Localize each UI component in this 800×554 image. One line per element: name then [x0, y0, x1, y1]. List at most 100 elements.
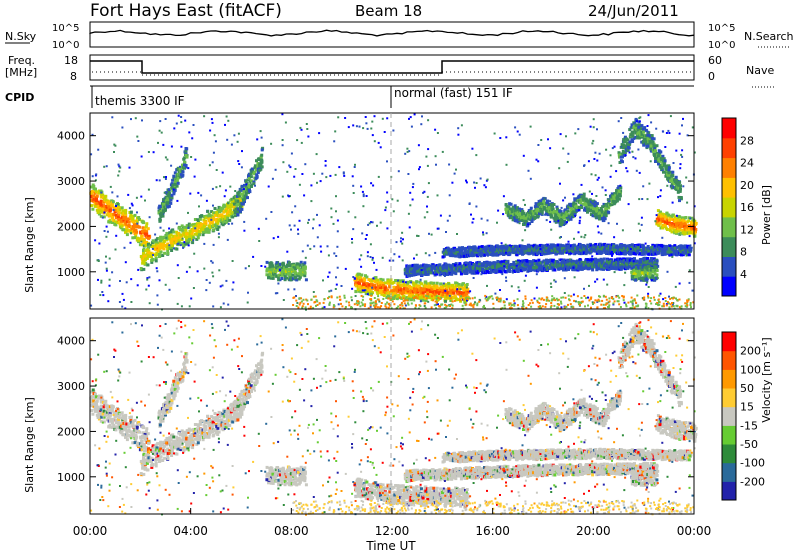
power-cell [248, 190, 251, 193]
power-cell [147, 227, 150, 230]
power-cell [191, 241, 194, 244]
power-cell [134, 214, 137, 217]
power-cell [591, 268, 594, 271]
power-cell [607, 211, 610, 214]
power-cell [454, 272, 457, 275]
power-cell [138, 226, 141, 229]
power-cell [465, 292, 468, 295]
power-cell [172, 231, 175, 234]
power-cell [236, 200, 239, 203]
power-cell [212, 218, 215, 221]
power-cell [145, 222, 148, 225]
power-cell [181, 174, 184, 177]
power-cell [461, 283, 464, 286]
power-cell [213, 211, 216, 214]
power-cell [111, 204, 114, 207]
power-cell [464, 247, 467, 250]
beam-label: Beam 18 [355, 2, 422, 20]
power-cell [198, 233, 201, 236]
power-cell [192, 236, 195, 239]
power-cell [142, 268, 145, 271]
noise-trace [90, 30, 694, 36]
power-cell [163, 247, 166, 250]
power-cell [579, 243, 582, 246]
power-cell [580, 206, 583, 209]
power-cell [553, 269, 556, 272]
power-cell [455, 297, 458, 300]
power-cell [205, 221, 208, 224]
power-cell [143, 262, 146, 265]
power-cell [454, 295, 457, 298]
power-cell [126, 233, 129, 236]
power-cell [92, 184, 95, 187]
power-cell [141, 235, 144, 238]
freq-trace [90, 61, 694, 73]
power-cell [596, 202, 599, 205]
noise-right-label: N.Search [744, 30, 794, 43]
power-cell [476, 272, 479, 275]
power-cell [112, 200, 115, 203]
power-cell [94, 188, 97, 191]
power-cell [510, 203, 513, 206]
power-cell [186, 156, 189, 159]
power-cell [196, 218, 199, 221]
power-cell [256, 175, 259, 178]
power-cell [567, 210, 570, 213]
power-cell [603, 258, 606, 261]
power-cell [546, 200, 549, 203]
cpid-segment-2: normal (fast) 151 IF [394, 86, 513, 100]
power-cell [160, 212, 163, 215]
power-cell [455, 284, 458, 287]
power-cell [197, 236, 200, 239]
power-cell [597, 259, 600, 262]
power-cell [131, 218, 134, 221]
power-cell [260, 161, 263, 164]
power-cell [444, 300, 447, 303]
power-cell [206, 210, 209, 213]
power-cell [436, 285, 439, 288]
plot-canvas: Fort Hays East (fitACF) Beam 18 24/Jun/2… [0, 0, 800, 554]
power-cell [397, 294, 400, 297]
power-cell [122, 228, 125, 231]
power-cell [406, 288, 409, 291]
power-cell [392, 286, 395, 289]
power-cell [152, 258, 155, 261]
power-cell [567, 218, 570, 221]
power-cell [160, 251, 163, 254]
power-cell [90, 204, 93, 207]
power-cell [124, 211, 127, 214]
power-cell [97, 211, 100, 214]
power-cell [427, 273, 430, 276]
power-cell [172, 175, 175, 178]
power-cell [159, 219, 162, 222]
freq-tick-low: 8 [70, 70, 77, 83]
power-cell [218, 226, 221, 229]
power-cell [175, 248, 178, 251]
power-cell [109, 210, 112, 213]
power-cell [91, 208, 94, 211]
power-cell [163, 240, 166, 243]
power-cell [144, 232, 147, 235]
date-label: 24/Jun/2011 [588, 2, 679, 20]
power-cell [188, 238, 191, 241]
power-cell [183, 161, 186, 164]
power-cell [181, 228, 184, 231]
power-cell [147, 237, 150, 240]
power-cell [246, 196, 249, 199]
power-cell [140, 267, 143, 270]
power-cell [438, 263, 441, 266]
power-cell [207, 231, 210, 234]
power-cell [242, 203, 245, 206]
power-cell [481, 245, 484, 248]
power-cell [199, 218, 202, 221]
power-cell [204, 228, 207, 231]
power-cell [261, 165, 264, 168]
power-cell [236, 213, 239, 216]
power-cell [215, 211, 218, 214]
power-cell [142, 221, 145, 224]
power-cell [360, 274, 363, 277]
power-cell [260, 154, 263, 157]
power-cell [230, 209, 233, 212]
freq-tick-high: 18 [64, 54, 78, 67]
